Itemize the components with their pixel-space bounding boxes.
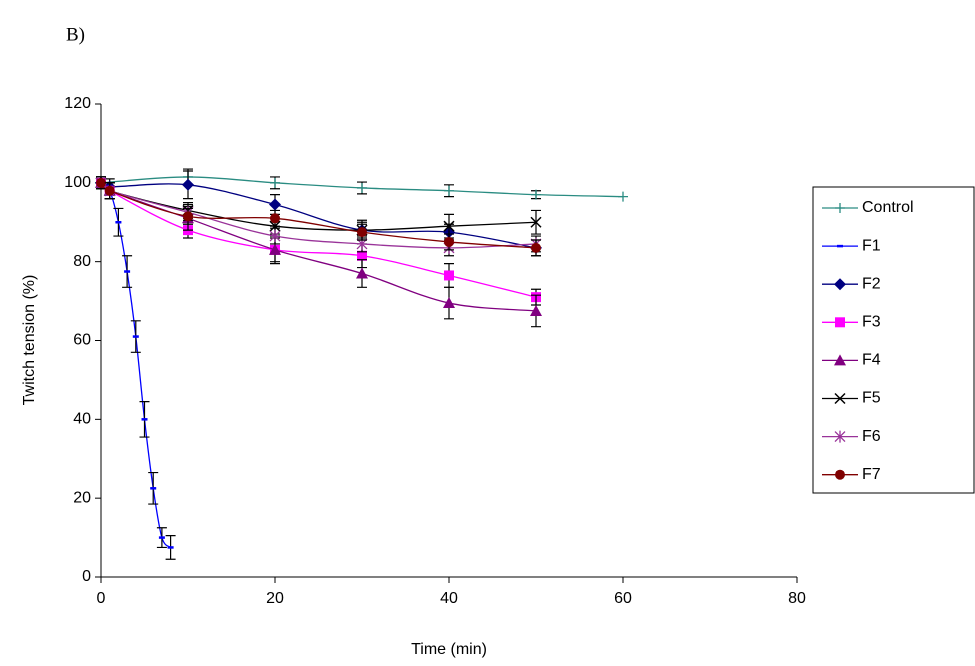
legend-label: F3: [862, 314, 881, 331]
series-line: [99, 182, 537, 298]
data-point: [444, 270, 454, 281]
data-point: [183, 211, 193, 222]
data-point: [269, 230, 281, 243]
data-point: [357, 227, 367, 238]
data-point: [530, 216, 542, 228]
data-point: [443, 220, 455, 232]
series-line: [99, 182, 537, 249]
y-tick-label: 120: [64, 95, 91, 112]
legend-marker: [835, 203, 845, 213]
data-point: [182, 178, 194, 191]
data-point: [269, 198, 281, 211]
data-point: [444, 185, 454, 196]
data-point: [269, 243, 281, 255]
legend-marker: [835, 469, 845, 480]
panel-label: B): [66, 24, 85, 45]
legend-marker: [834, 392, 846, 405]
series-line: [100, 182, 172, 548]
x-tick-label: 20: [266, 590, 284, 607]
data-point: [270, 213, 280, 224]
legend-label: F2: [862, 275, 881, 292]
y-tick-label: 60: [73, 332, 91, 349]
y-tick-label: 20: [73, 489, 91, 506]
y-tick-label: 100: [64, 174, 91, 191]
data-point: [618, 191, 628, 202]
series-line: [99, 182, 537, 249]
legend-box: [812, 186, 975, 494]
legend-label: F5: [862, 390, 881, 407]
x-tick-label: 60: [614, 590, 632, 607]
data-point: [443, 297, 455, 309]
legend-marker: [834, 354, 846, 366]
x-axis-title: Time (min): [411, 641, 487, 658]
x-tick-label: 80: [788, 590, 806, 607]
legend-label: F6: [862, 428, 881, 445]
data-point: [530, 304, 542, 316]
data-point: [96, 177, 106, 188]
legend-marker: [834, 278, 846, 291]
legend-marker: [835, 317, 845, 328]
y-tick-label: 40: [73, 411, 91, 428]
data-point: [104, 185, 115, 196]
data-point: [357, 250, 367, 261]
legend-label: Control: [862, 199, 914, 216]
y-tick-label: 80: [73, 253, 91, 270]
x-tick-label: 40: [440, 590, 458, 607]
data-point: [531, 242, 541, 253]
legend-label: F4: [862, 352, 881, 369]
legend-label: F7: [862, 466, 881, 483]
data-point: [531, 189, 541, 200]
y-tick-label: 0: [82, 568, 91, 585]
x-tick-label: 0: [97, 590, 106, 607]
series-line: [99, 182, 537, 249]
data-point: [357, 182, 367, 193]
data-point: [444, 236, 454, 247]
data-point: [356, 267, 368, 279]
data-point: [270, 177, 280, 188]
y-axis-title: Twitch tension (%): [21, 275, 38, 406]
legend-label: F1: [862, 237, 881, 254]
legend-marker: [834, 430, 846, 443]
